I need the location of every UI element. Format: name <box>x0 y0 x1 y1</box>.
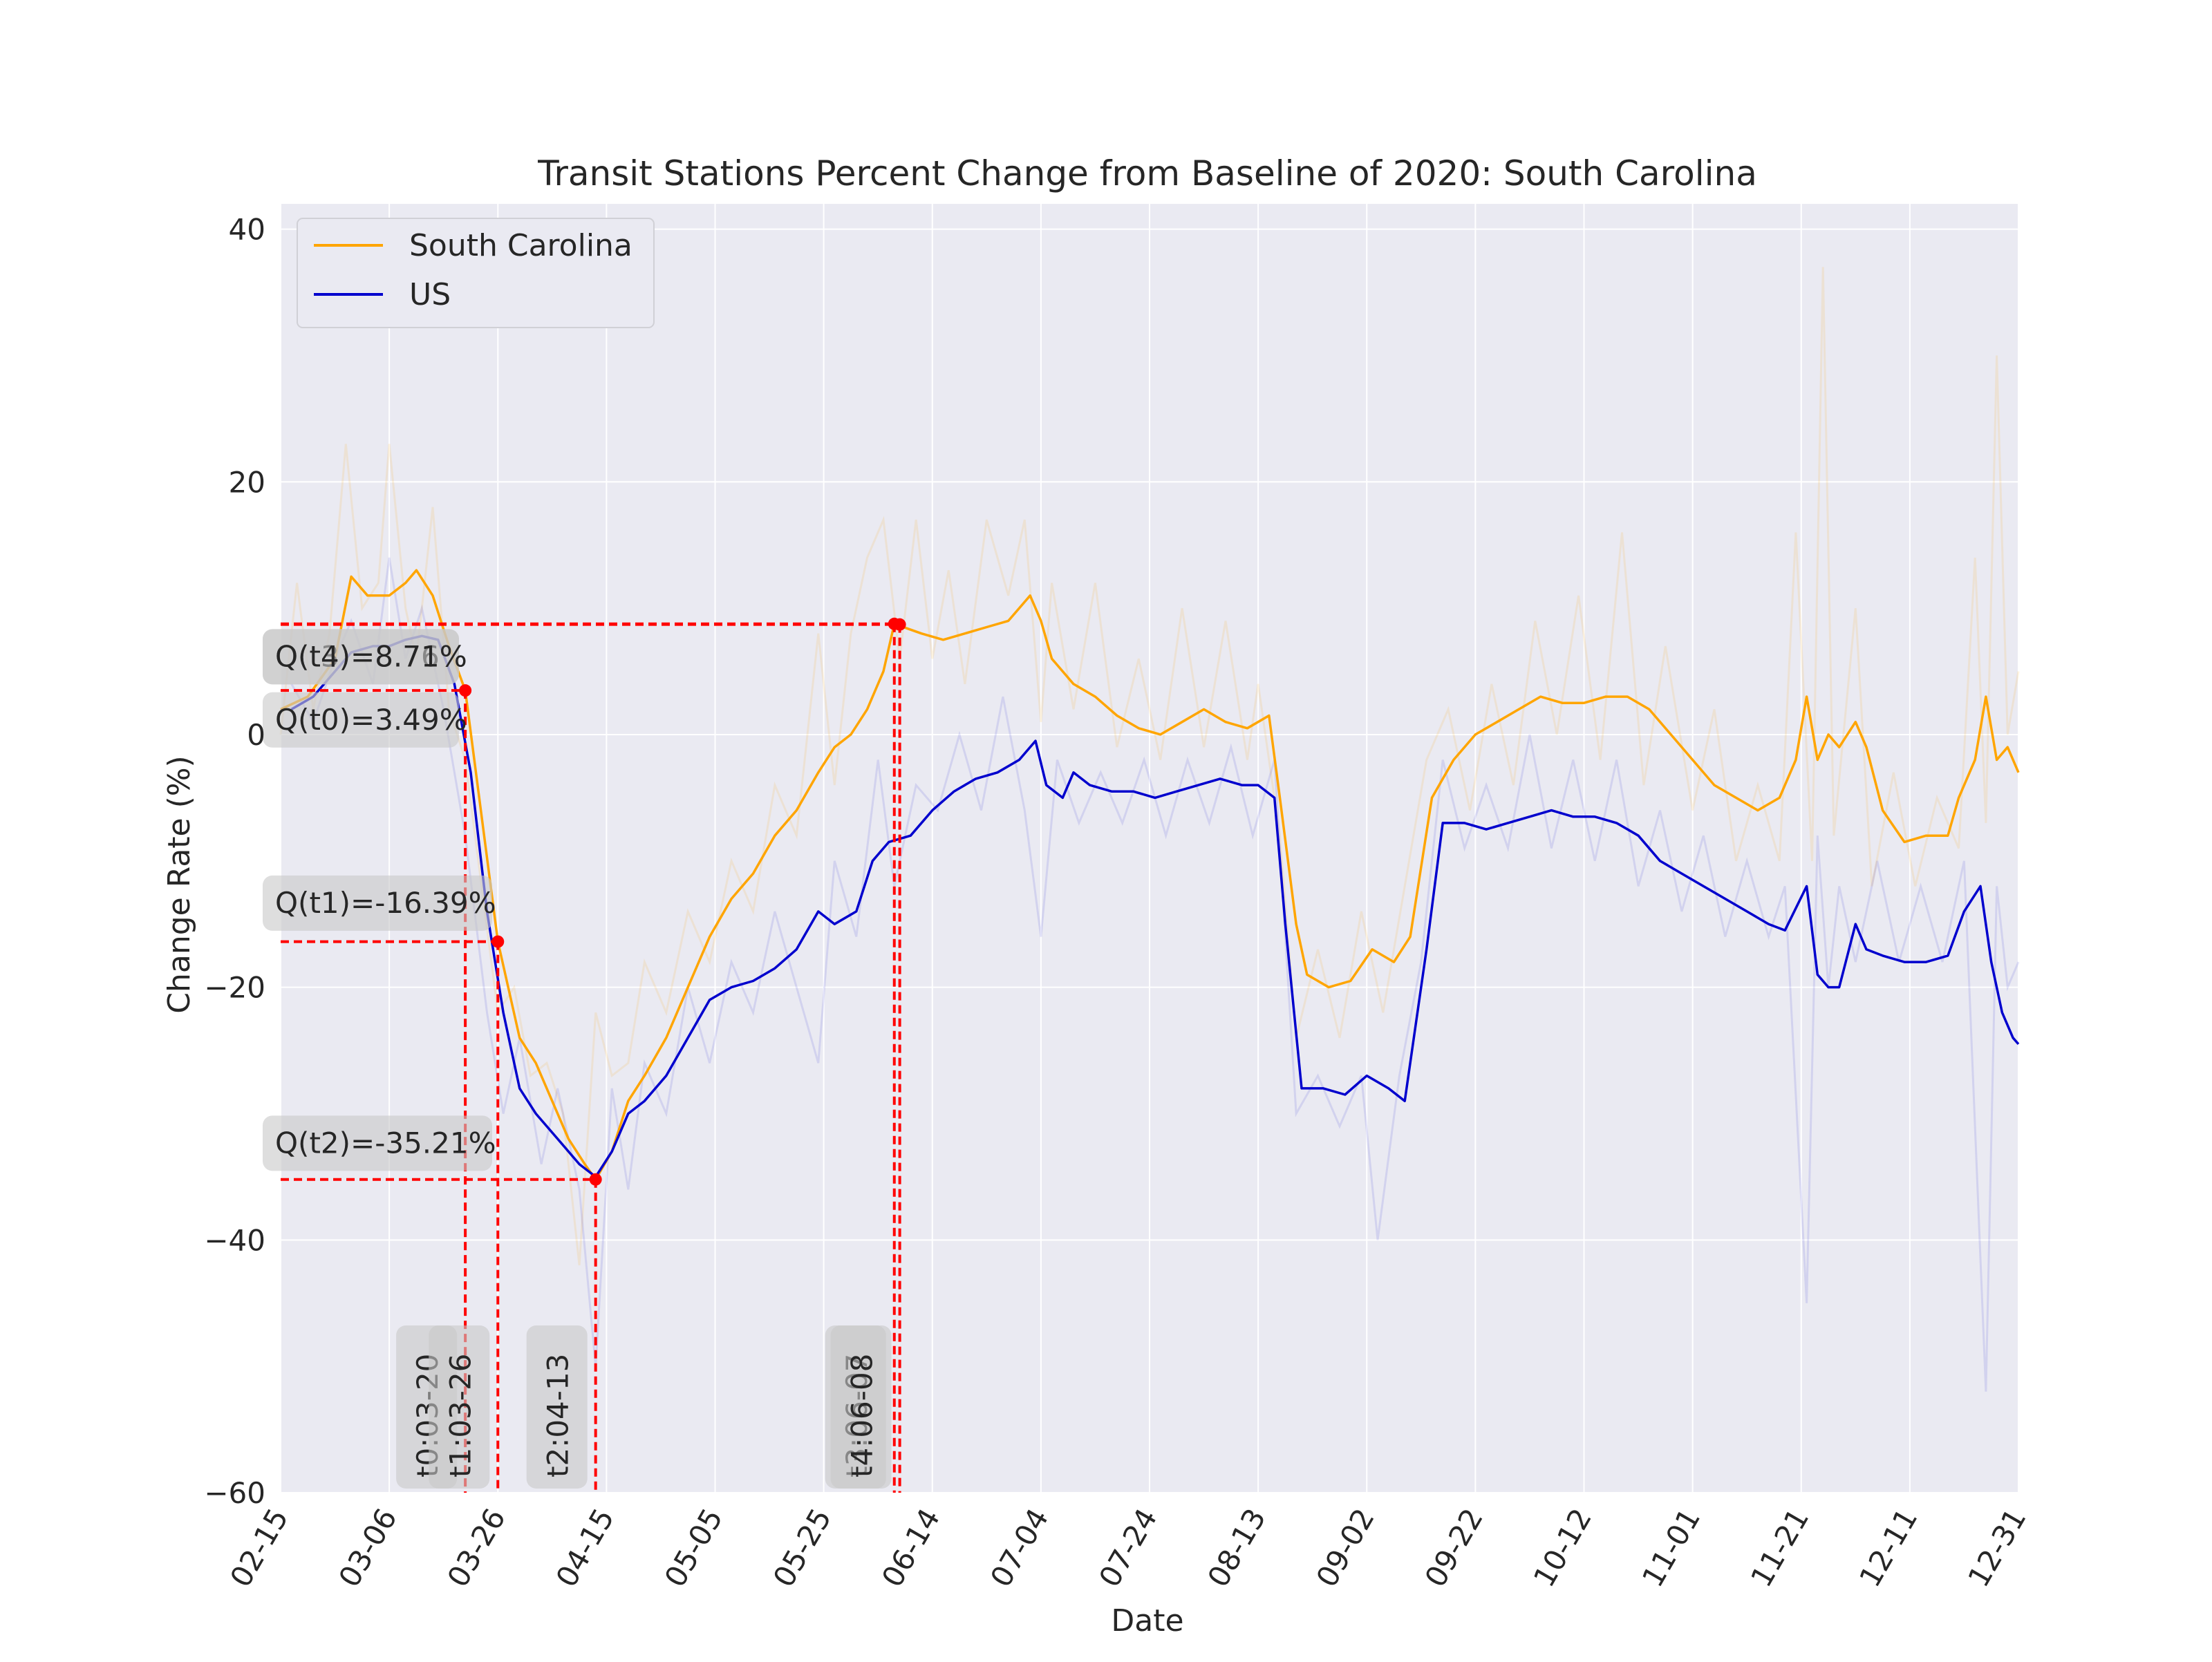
y-tick-label: −40 <box>204 1223 265 1257</box>
x-tick-label: 03-06 <box>332 1503 403 1593</box>
annotation-marker <box>459 684 472 697</box>
y-tick-label: 40 <box>229 213 265 247</box>
annotation-value-box <box>263 1115 492 1171</box>
annotation-date-label: t1:03-26 <box>443 1354 477 1477</box>
x-tick-label: 04-15 <box>550 1503 621 1593</box>
x-tick-label: 09-22 <box>1418 1503 1490 1593</box>
chart-title: Transit Stations Percent Change from Bas… <box>537 153 1757 193</box>
y-tick-label: −60 <box>204 1476 265 1510</box>
x-tick-label: 06-14 <box>875 1503 946 1593</box>
x-tick-label: 08-13 <box>1201 1503 1272 1593</box>
annotation-value-label: Q(t4)=8.71% <box>275 639 467 673</box>
x-tick-label: 07-04 <box>984 1503 1055 1593</box>
y-tick-label: 0 <box>247 718 265 752</box>
y-axis-label: Change Rate (%) <box>162 755 197 1013</box>
series-lines <box>280 569 2020 1181</box>
annotation-value-label: Q(t2)=-35.21% <box>275 1126 496 1160</box>
legend-box <box>297 218 655 328</box>
annotation-value-box <box>263 875 492 931</box>
south-carolina-series-line <box>280 569 2020 1181</box>
annotation-date-label: t4:06-08 <box>845 1354 879 1477</box>
annotation-date-box <box>526 1325 588 1489</box>
legend-label-us: US <box>409 277 451 312</box>
x-tick-label: 11-21 <box>1744 1503 1815 1593</box>
y-tick-label: −20 <box>204 971 265 1005</box>
annotation-date-box <box>830 1325 892 1489</box>
annotation-marker <box>589 1173 602 1186</box>
grid-lines <box>280 204 2019 1493</box>
x-tick-label: 12-31 <box>1961 1503 2032 1593</box>
annotation-value-box <box>263 629 459 685</box>
legend: South Carolina US <box>297 218 655 328</box>
x-tick-label: 03-26 <box>440 1503 512 1593</box>
x-tick-label: 05-25 <box>767 1503 838 1593</box>
y-tick-label: 20 <box>229 465 265 499</box>
annotation-value-label: Q(t1)=-16.39% <box>275 886 496 920</box>
x-tick-label: 12-11 <box>1853 1503 1924 1593</box>
x-tick-label: 05-05 <box>658 1503 729 1593</box>
x-tick-labels: 02-15 03-06 03-26 04-15 05-05 05-25 06-14 07-04… <box>223 1503 2032 1593</box>
x-tick-label: 07-24 <box>1092 1503 1163 1593</box>
y-tick-labels: −60 −40 −20 0 20 40 <box>204 213 265 1510</box>
annotation-date-label: t2:04-13 <box>541 1354 575 1477</box>
x-tick-label: 09-02 <box>1309 1503 1380 1593</box>
us-series-line <box>290 634 2020 1178</box>
annotation-value-box <box>263 692 459 748</box>
annotation-layer: Q(t0)=3.49%t0:03-20Q(t1)=-16.39%t1:03-26… <box>263 617 906 1493</box>
annotation-value-label: Q(t0)=3.49% <box>275 703 467 737</box>
x-tick-label: 10-12 <box>1527 1503 1598 1593</box>
x-tick-label: 11-01 <box>1635 1503 1707 1593</box>
x-axis-label: Date <box>1111 1603 1183 1639</box>
x-tick-label: 02-15 <box>223 1503 294 1593</box>
legend-label-south-carolina: South Carolina <box>409 228 632 263</box>
annotation-date-box <box>429 1325 490 1489</box>
annotation-marker <box>491 935 505 948</box>
annotation-marker <box>893 618 906 631</box>
